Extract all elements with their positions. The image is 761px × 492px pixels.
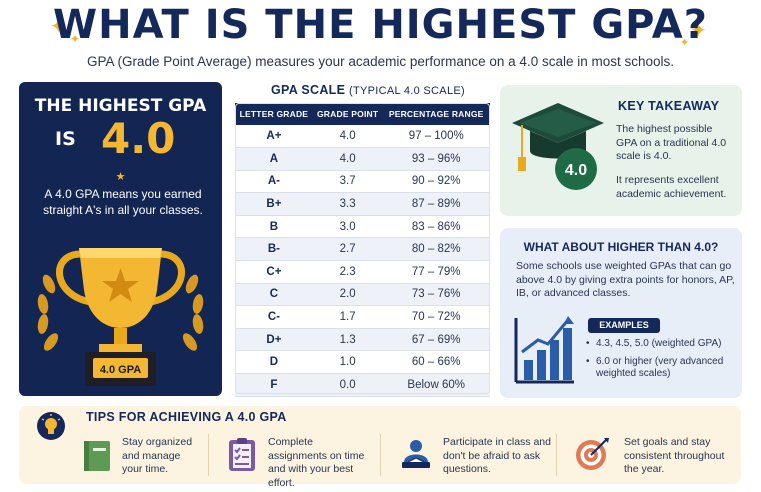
percentage-range-cell: 73 – 76%: [382, 283, 490, 307]
page-title: WHAT IS THE HIGHEST GPA?: [53, 2, 708, 48]
highest-gpa-is: IS: [55, 128, 76, 150]
table-row: A 4.0 93 – 96%: [235, 147, 490, 171]
trophy-label: 4.0 GPA: [100, 364, 141, 376]
key-takeaway-text: The highest possible GPA on a traditiona…: [616, 123, 727, 162]
percentage-range-cell: 87 – 89%: [382, 192, 490, 216]
highest-gpa-description: A 4.0 GPA means you earned straight A's …: [43, 187, 203, 217]
table-row: B+ 3.3 87 – 89%: [235, 192, 490, 216]
examples-list: 4.3, 4.5, 5.0 (weighted GPA) 6.0 or high…: [586, 338, 736, 386]
grade-point-cell: 4.0: [312, 147, 383, 171]
grade-point-cell: 3.0: [312, 215, 383, 239]
tip-text: Participate in class and don't be afraid…: [443, 436, 551, 475]
percentage-range-cell: 93 – 96%: [382, 147, 490, 171]
tip-divider: [556, 434, 557, 476]
letter-grade-cell: A: [235, 147, 313, 171]
table-row: D 1.0 60 – 66%: [235, 350, 490, 375]
lightbulb-icon: [37, 412, 65, 440]
higher-title: WHAT ABOUT HIGHER THAN 4.0?: [523, 240, 719, 254]
letter-grade-cell: A-: [235, 170, 313, 194]
column-header: PERCENTAGE RANGE: [382, 103, 490, 125]
highest-gpa-panel: THE HIGHEST GPA IS 4.0 ★ A 4.0 GPA means…: [19, 82, 222, 396]
tip-text: Stay organized and manage your time.: [122, 436, 193, 475]
takeaway-badge: 4.0: [565, 162, 587, 179]
clipboard-icon: [229, 438, 255, 471]
grade-point-cell: 3.3: [312, 192, 383, 216]
student-icon: [402, 440, 430, 468]
letter-grade-cell: B+: [235, 192, 313, 216]
grade-point-cell: 2.3: [312, 260, 383, 284]
percentage-range-cell: 70 – 72%: [382, 305, 490, 329]
letter-grade-cell: B-: [235, 237, 313, 262]
letter-grade-cell: C+: [235, 260, 313, 284]
tip-text: Set goals and stay consistent throughout…: [624, 436, 725, 475]
gpa-scale-table: LETTER GRADE GRADE POINT PERCENTAGE RANG…: [235, 103, 490, 397]
sparkle-icon: ✦: [680, 37, 690, 49]
table-row: A- 3.7 90 – 92%: [235, 170, 490, 194]
percentage-range-cell: Below 60%: [382, 373, 490, 397]
growth-chart-icon: [514, 316, 574, 384]
letter-grade-cell: A+: [235, 125, 313, 149]
grade-point-cell: 2.7: [312, 237, 383, 262]
table-row: C+ 2.3 77 – 79%: [235, 260, 490, 284]
gpa-scale-title-main: GPA SCALE: [271, 83, 346, 97]
key-takeaway-text: It represents excellent academic achieve…: [616, 174, 727, 200]
target-icon: [576, 438, 609, 470]
grade-point-cell: 1.3: [312, 328, 383, 352]
grade-point-cell: 2.0: [312, 283, 383, 307]
table-row: B 3.0 83 – 86%: [235, 215, 490, 239]
percentage-range-cell: 83 – 86%: [382, 215, 490, 239]
table-row: C- 1.7 70 – 72%: [235, 305, 490, 329]
book-icon: [84, 441, 110, 471]
sparkle-icon: ✦: [50, 16, 67, 38]
letter-grade-cell: C-: [235, 305, 313, 329]
letter-grade-cell: D: [235, 350, 313, 375]
table-row: C 2.0 73 – 76%: [235, 283, 490, 307]
letter-grade-cell: F: [235, 373, 313, 397]
percentage-range-cell: 80 – 82%: [382, 237, 490, 262]
table-row: A+ 4.0 97 – 100%: [235, 125, 490, 149]
percentage-range-cell: 60 – 66%: [382, 350, 490, 375]
grade-point-cell: 0.0: [312, 373, 383, 397]
gpa-scale-title-sub: (TYPICAL 4.0 SCALE): [349, 85, 465, 97]
sparkle-icon: ✦: [70, 32, 81, 46]
highest-gpa-title: THE HIGHEST GPA: [34, 96, 207, 116]
highest-gpa-value: 4.0: [101, 114, 176, 163]
star-divider-icon: ★: [115, 171, 126, 183]
higher-than-4-panel: WHAT ABOUT HIGHER THAN 4.0? Some schools…: [500, 228, 742, 398]
page-subtitle: GPA (Grade Point Average) measures your …: [86, 54, 675, 69]
letter-grade-cell: D+: [235, 328, 313, 352]
gpa-scale-title: GPA SCALE (TYPICAL 4.0 SCALE): [271, 83, 465, 97]
percentage-range-cell: 97 – 100%: [382, 125, 490, 149]
letter-grade-cell: C: [235, 283, 313, 307]
list-item: 6.0 or higher (very advanced weighted sc…: [586, 356, 736, 381]
trophy-icon: 4.0 GPA: [37, 248, 204, 386]
key-takeaway-title: KEY TAKEAWAY: [618, 99, 720, 113]
key-takeaway-panel: 4.0 KEY TAKEAWAY The highest possible GP…: [500, 85, 742, 216]
tip-divider: [208, 434, 209, 476]
tips-title: TIPS FOR ACHIEVING A 4.0 GPA: [86, 410, 287, 424]
table-row: B- 2.7 80 – 82%: [235, 237, 490, 262]
column-header: GRADE POINT: [312, 103, 383, 125]
percentage-range-cell: 77 – 79%: [382, 260, 490, 284]
list-item: 4.3, 4.5, 5.0 (weighted GPA): [586, 338, 736, 351]
tip-text: Complete assignments on time and with yo…: [268, 436, 365, 489]
examples-badge: EXAMPLES: [588, 318, 660, 333]
graduation-cap-icon: 4.0: [512, 103, 604, 190]
grade-point-cell: 1.0: [312, 350, 383, 375]
column-header: LETTER GRADE: [235, 103, 313, 125]
tip-divider: [380, 434, 381, 476]
higher-text: Some schools use weighted GPAs that can …: [516, 260, 735, 299]
sparkle-icon: ✦: [690, 20, 707, 42]
grade-point-cell: 4.0: [312, 125, 383, 149]
letter-grade-cell: B: [235, 215, 313, 239]
percentage-range-cell: 90 – 92%: [382, 170, 490, 194]
grade-point-cell: 3.7: [312, 170, 383, 194]
table-row: D+ 1.3 67 – 69%: [235, 328, 490, 352]
grade-point-cell: 1.7: [312, 305, 383, 329]
percentage-range-cell: 67 – 69%: [382, 328, 490, 352]
table-header-row: LETTER GRADE GRADE POINT PERCENTAGE RANG…: [235, 103, 490, 125]
table-row: F 0.0 Below 60%: [235, 373, 490, 397]
